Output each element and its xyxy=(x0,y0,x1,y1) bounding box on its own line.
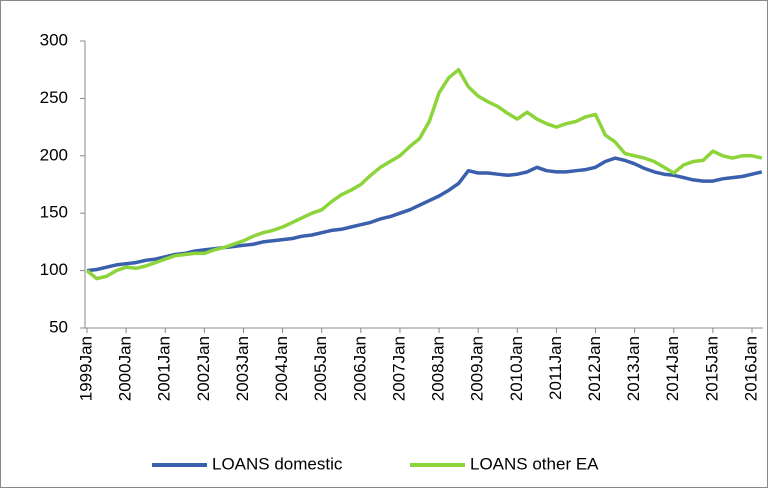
x-tick-label: 2004Jan xyxy=(272,336,291,401)
x-tick-label: 2012Jan xyxy=(585,336,604,401)
x-tick-label: 2013Jan xyxy=(624,336,643,401)
x-tick-label: 2016Jan xyxy=(741,336,760,401)
x-tick-label: 2007Jan xyxy=(389,336,408,401)
y-tick-label: 50 xyxy=(49,317,68,336)
x-tick-label: 2006Jan xyxy=(350,336,369,401)
x-tick-label: 2005Jan xyxy=(311,336,330,401)
series-line xyxy=(86,156,763,273)
y-tick-label: 150 xyxy=(40,203,68,222)
x-tick-label: 2008Jan xyxy=(429,336,448,401)
series-line xyxy=(85,67,763,281)
x-tick-label: 1999Jan xyxy=(76,336,95,401)
x-tick-label: 2014Jan xyxy=(663,336,682,401)
x-tick-label: 2010Jan xyxy=(507,336,526,401)
x-tick-label: 2011Jan xyxy=(546,336,565,400)
legend-label: LOANS domestic xyxy=(212,454,343,473)
x-tick-label: 2009Jan xyxy=(468,336,487,401)
legend-label: LOANS other EA xyxy=(470,454,599,473)
x-tick-label: 2003Jan xyxy=(233,336,252,401)
x-tick-label: 2001Jan xyxy=(155,336,174,401)
x-tick-label: 2002Jan xyxy=(194,336,213,401)
y-tick-label: 300 xyxy=(40,30,68,49)
x-tick-label: 2000Jan xyxy=(116,336,135,401)
x-tick-label: 2015Jan xyxy=(702,336,721,401)
y-tick-label: 200 xyxy=(40,145,68,164)
y-tick-label: 100 xyxy=(40,260,68,279)
y-tick-label: 250 xyxy=(40,88,68,107)
